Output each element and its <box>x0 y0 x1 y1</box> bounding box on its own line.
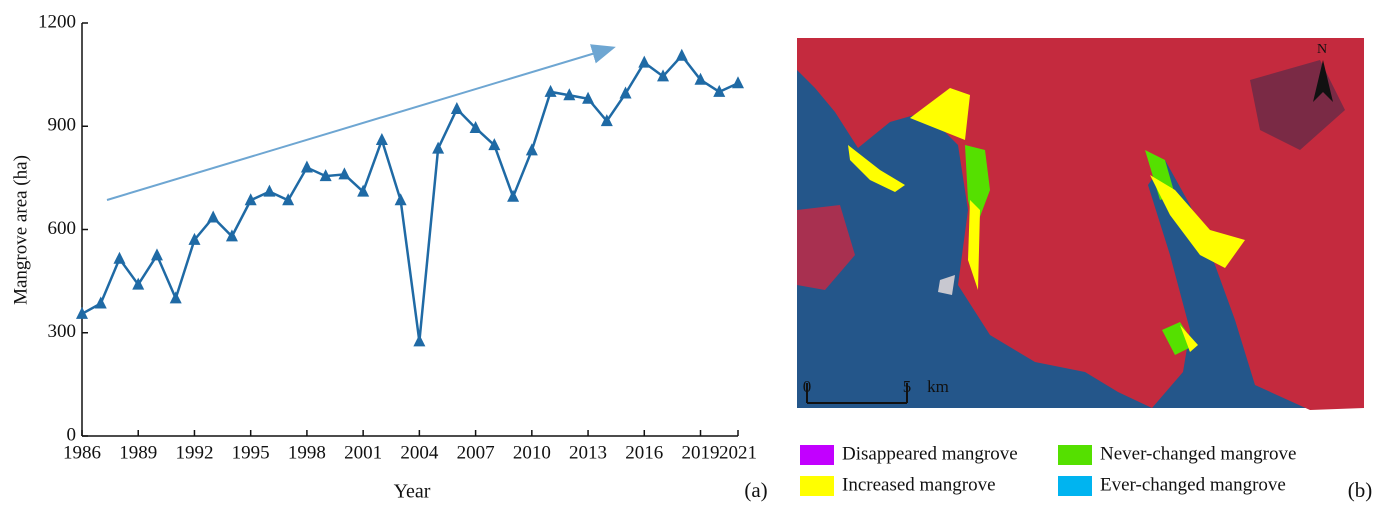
data-point <box>619 86 632 99</box>
data-point <box>413 334 426 347</box>
legend-swatch <box>1058 445 1092 465</box>
data-point <box>132 277 145 290</box>
legend-label: Ever-changed mangrove <box>1100 474 1286 495</box>
data-point <box>507 189 520 202</box>
x-tick-label: 1998 <box>288 442 326 463</box>
data-point <box>188 232 201 245</box>
legend-label: Disappeared mangrove <box>842 443 1018 464</box>
data-point <box>469 120 482 133</box>
data-point <box>94 296 107 309</box>
data-point <box>150 248 163 261</box>
legend-swatch <box>800 445 834 465</box>
data-point <box>450 102 463 115</box>
panel-label: (a) <box>744 478 767 502</box>
legend-swatch <box>1058 476 1092 496</box>
satellite-map <box>797 38 1364 410</box>
x-tick-label: 1992 <box>175 442 213 463</box>
data-point <box>375 133 388 146</box>
x-tick-label: 1995 <box>232 442 270 463</box>
scale-label: 0 <box>803 377 812 396</box>
x-tick-label: 2010 <box>513 442 551 463</box>
data-point <box>582 91 595 104</box>
data-point <box>525 143 538 156</box>
y-tick-label: 0 <box>67 424 77 445</box>
legend-label: Increased mangrove <box>842 474 996 495</box>
data-point <box>76 306 88 319</box>
x-tick-label: 2016 <box>625 442 663 463</box>
y-tick-label: 600 <box>48 218 77 239</box>
data-point <box>169 291 182 304</box>
x-tick-label: 2019 <box>682 442 720 463</box>
data-point <box>488 138 501 151</box>
data-point <box>282 193 295 206</box>
data-point <box>113 251 126 264</box>
data-point <box>657 69 670 82</box>
data-point <box>544 84 557 97</box>
trend-arrow <box>106 44 616 201</box>
scale-unit: km <box>927 377 949 396</box>
data-point <box>207 210 220 223</box>
data-point <box>357 184 370 197</box>
data-point <box>563 88 576 101</box>
x-tick-label: 1986 <box>63 442 101 463</box>
data-point <box>638 55 651 68</box>
data-point <box>694 72 707 85</box>
data-line <box>81 53 739 342</box>
y-axis-label: Mangrove area (ha) <box>10 155 31 305</box>
data-point <box>319 169 332 182</box>
data-point <box>732 76 744 89</box>
data-point <box>394 193 407 206</box>
x-tick-label: 2007 <box>457 442 495 463</box>
data-point <box>432 141 445 154</box>
y-tick-label: 1200 <box>38 11 76 32</box>
north-label: N <box>1317 42 1327 57</box>
data-point <box>263 184 276 197</box>
y-tick-label: 300 <box>48 321 77 342</box>
data-point <box>244 193 257 206</box>
data-point <box>600 114 613 127</box>
x-tick-label: 2001 <box>344 442 382 463</box>
scale-label: 5 <box>903 377 912 396</box>
x-axis-label: Year <box>394 481 431 503</box>
data-point <box>225 229 238 242</box>
legend-label: Never-changed mangrove <box>1100 443 1296 464</box>
data-point <box>713 84 726 97</box>
x-tick-label: 1989 <box>119 442 157 463</box>
x-tick-label: 2021 <box>719 442 757 463</box>
data-point <box>300 160 313 173</box>
x-tick-label: 2004 <box>400 442 439 463</box>
y-tick-label: 900 <box>48 115 77 136</box>
x-tick-label: 2013 <box>569 442 607 463</box>
data-point <box>675 48 688 61</box>
panel-label: (b) <box>1348 478 1373 502</box>
data-point <box>338 167 351 180</box>
legend-swatch <box>800 476 834 496</box>
